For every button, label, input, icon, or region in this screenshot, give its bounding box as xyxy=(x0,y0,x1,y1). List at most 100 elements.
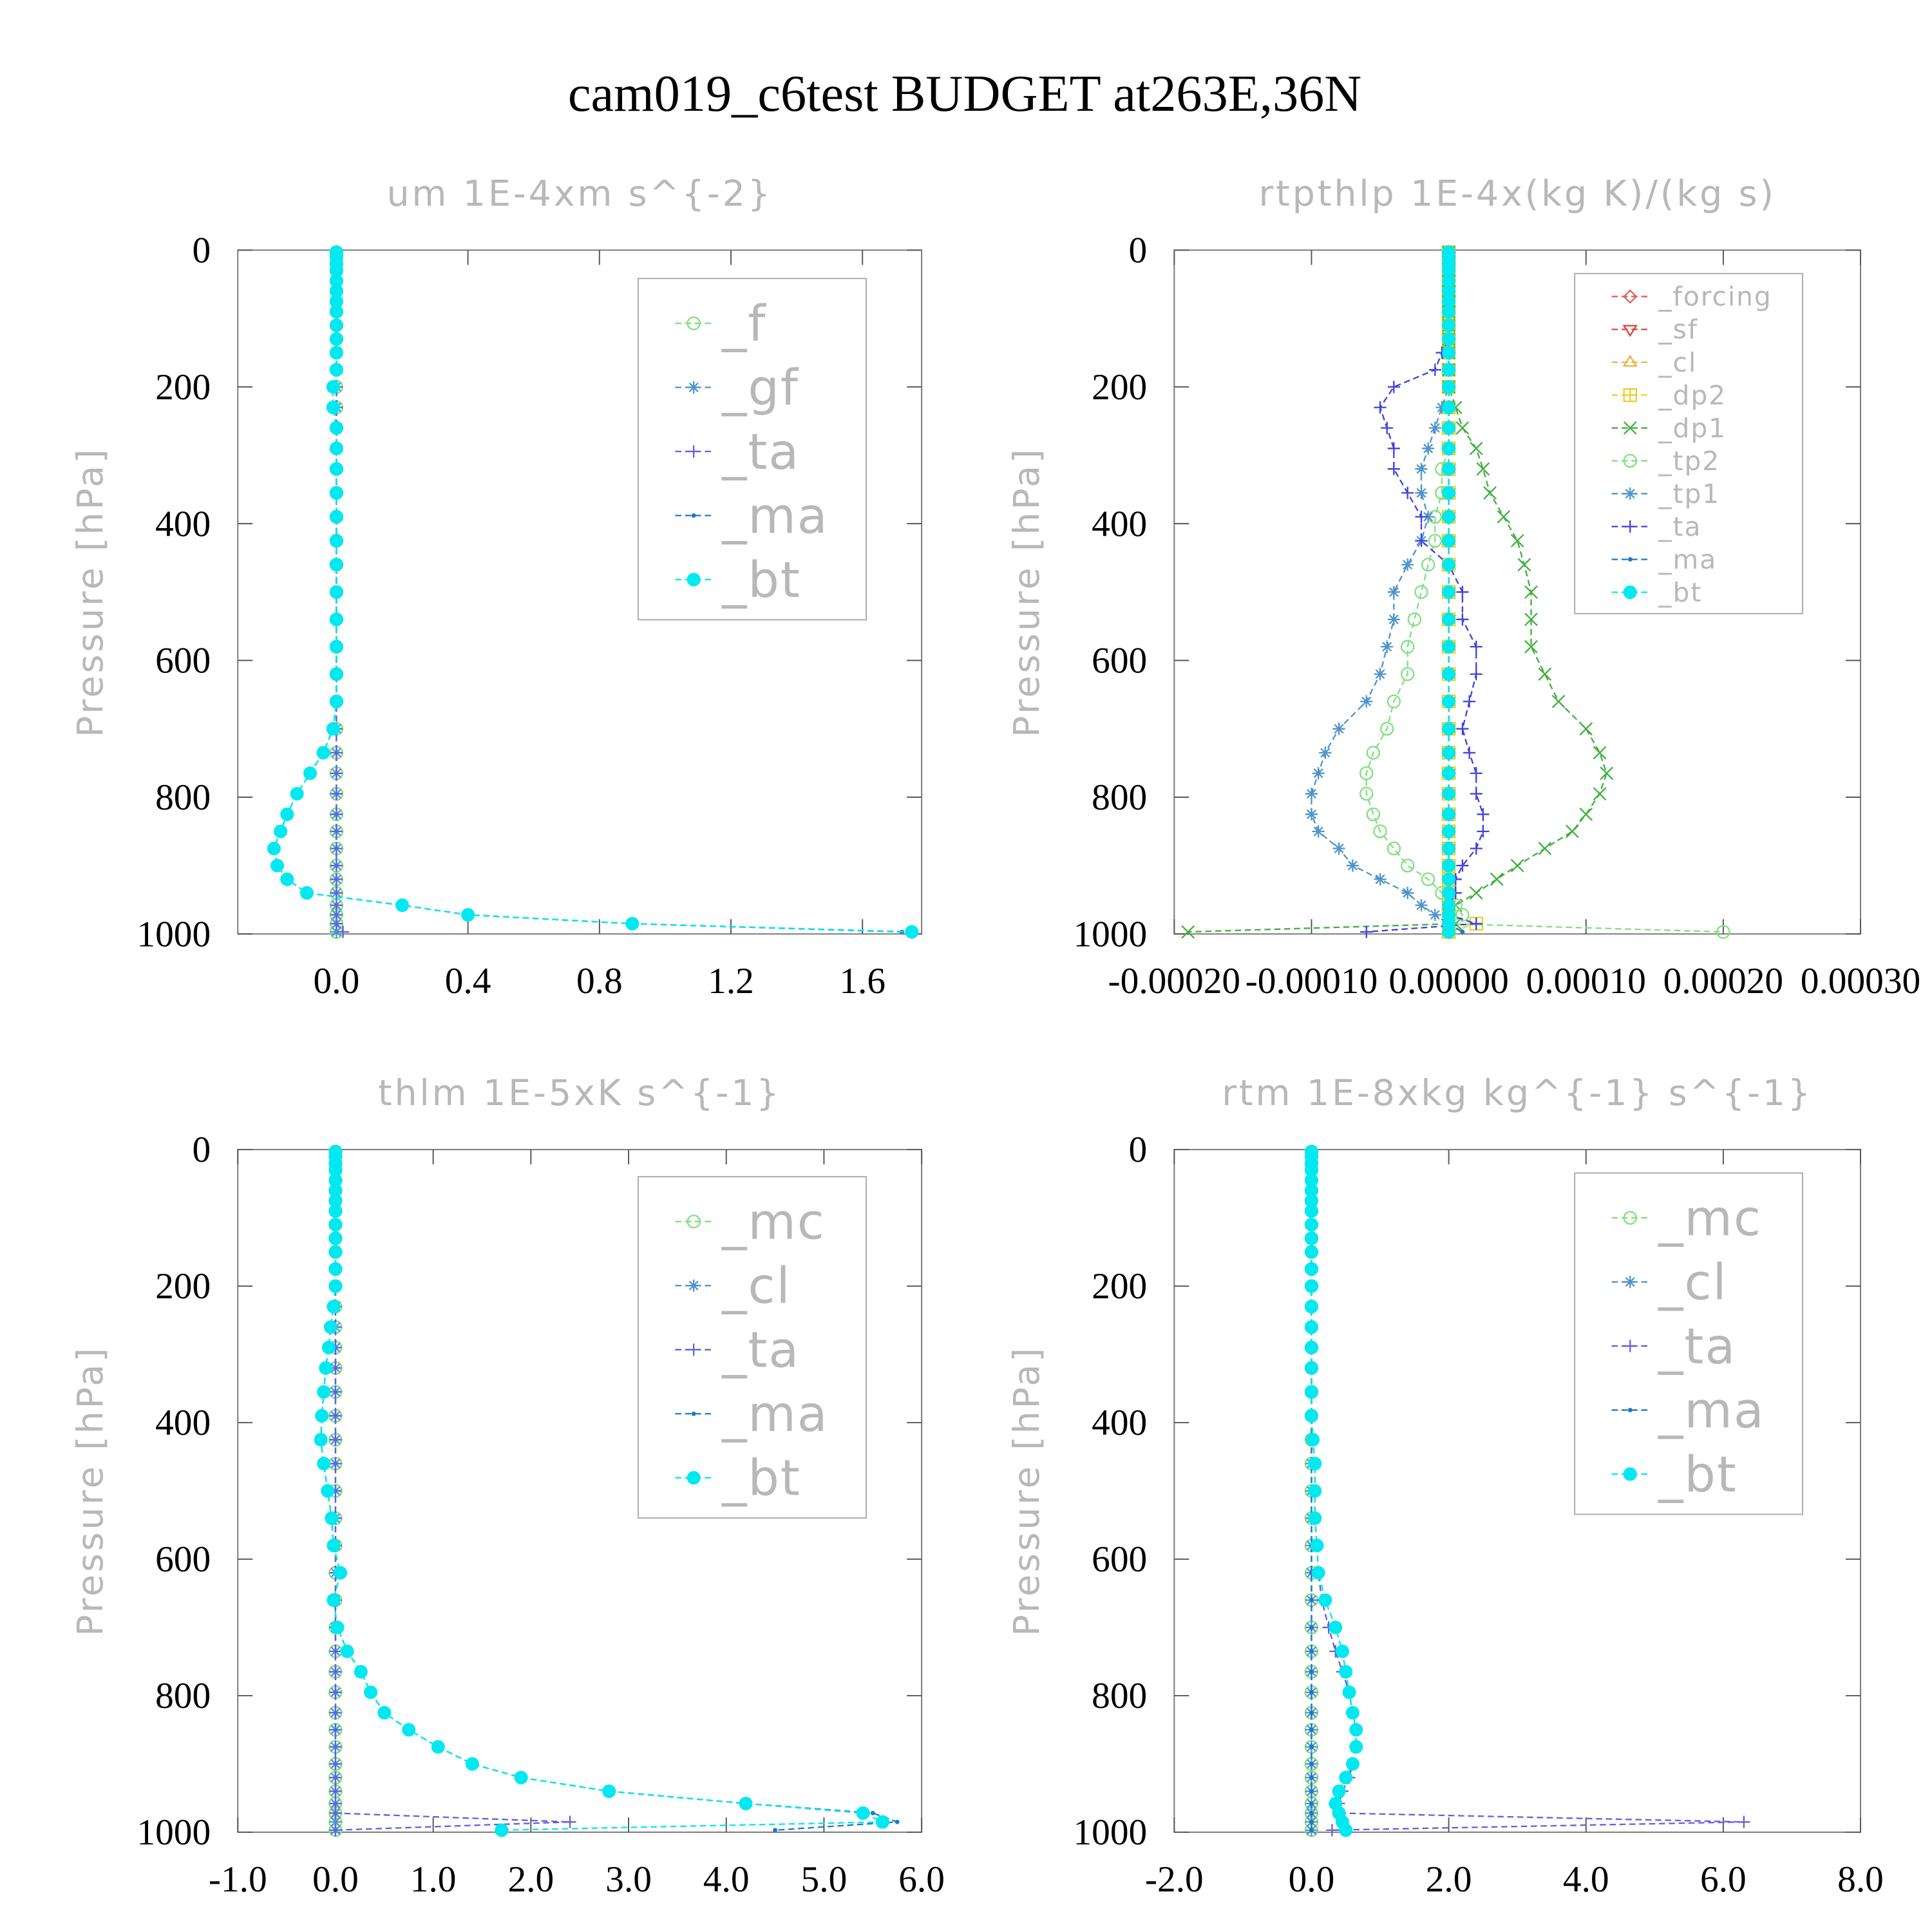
marker xyxy=(1366,807,1381,822)
marker xyxy=(1442,462,1456,476)
legend-label: _cl xyxy=(721,1258,791,1315)
marker xyxy=(1335,1644,1349,1658)
marker xyxy=(1442,534,1456,548)
marker xyxy=(329,421,343,435)
legend-label: _ta xyxy=(1658,511,1701,542)
marker xyxy=(1469,886,1483,900)
y-tick-label: 400 xyxy=(1092,1403,1147,1443)
x-tick-label: 1.2 xyxy=(708,961,754,1001)
panel-title: rtpthlp 1E-4x(kg K)/(kg s) xyxy=(1259,174,1776,215)
marker xyxy=(329,694,343,708)
marker xyxy=(1428,363,1441,376)
marker xyxy=(303,766,317,781)
marker xyxy=(431,1740,445,1754)
marker xyxy=(1387,613,1400,626)
legend-marker xyxy=(687,445,700,458)
marker xyxy=(1349,1723,1363,1737)
marker xyxy=(1373,824,1387,838)
marker xyxy=(1477,808,1490,820)
marker xyxy=(329,612,343,627)
y-tick-label: 0 xyxy=(192,1130,211,1170)
marker xyxy=(290,787,304,801)
marker xyxy=(895,1819,900,1824)
x-tick-label: -1.0 xyxy=(209,1859,267,1900)
marker xyxy=(1304,1408,1319,1423)
marker xyxy=(280,872,294,886)
marker xyxy=(330,1620,345,1634)
legend-label: _ta xyxy=(721,424,800,481)
legend-box xyxy=(1574,272,1804,614)
marker xyxy=(1442,401,1456,415)
marker xyxy=(1524,612,1538,627)
marker xyxy=(1442,363,1456,377)
marker xyxy=(329,1706,342,1719)
marker xyxy=(329,1757,342,1770)
marker xyxy=(1456,613,1469,626)
legend-label: _forcing xyxy=(1658,281,1772,312)
plot-frame xyxy=(237,1149,923,1833)
figure-title: cam019_c6test BUDGET at263E,36N xyxy=(568,65,1361,122)
legend-marker xyxy=(687,316,701,330)
marker xyxy=(337,925,350,938)
marker xyxy=(328,1194,343,1208)
y-tick-label: 1000 xyxy=(137,914,211,954)
y-tick-label: 600 xyxy=(155,1539,211,1580)
panel-title: um 1E-4xm s^{-2} xyxy=(386,174,772,215)
marker xyxy=(1463,746,1476,759)
y-tick-label: 1000 xyxy=(1073,1812,1147,1853)
marker xyxy=(1304,1279,1319,1293)
marker xyxy=(1476,462,1490,476)
marker xyxy=(1428,421,1441,435)
y-tick-label: 800 xyxy=(155,1676,211,1716)
marker xyxy=(329,1740,342,1754)
legend-marker xyxy=(1623,1467,1637,1481)
marker xyxy=(1456,585,1469,598)
legend-marker xyxy=(687,573,701,587)
marker xyxy=(1381,640,1394,653)
marker xyxy=(1387,585,1400,598)
x-tick-label: 0.00030 xyxy=(1801,961,1920,1001)
marker xyxy=(1407,612,1422,627)
marker xyxy=(1309,1828,1314,1833)
marker xyxy=(1312,767,1325,780)
marker xyxy=(1304,1218,1319,1232)
marker xyxy=(1442,612,1456,627)
marker xyxy=(1442,318,1456,332)
legend-marker xyxy=(687,1343,700,1356)
marker xyxy=(328,1245,343,1259)
marker xyxy=(1442,694,1456,708)
x-tick-label: 0.00000 xyxy=(1388,961,1508,1001)
marker xyxy=(321,1484,335,1498)
y-tick-label: 800 xyxy=(1092,777,1147,818)
legend-box xyxy=(638,278,867,621)
marker xyxy=(330,917,343,930)
marker xyxy=(1309,1810,1314,1815)
marker xyxy=(1415,486,1428,499)
legend-label: _cl xyxy=(1658,1254,1727,1311)
marker xyxy=(1387,381,1400,393)
marker xyxy=(1308,1457,1322,1471)
marker xyxy=(1442,639,1456,654)
legend-box xyxy=(638,1176,867,1519)
marker xyxy=(329,1785,342,1797)
legend-label: _bt xyxy=(721,552,801,609)
x-tick-label: 6.0 xyxy=(898,1859,945,1900)
marker xyxy=(299,886,314,900)
marker xyxy=(330,825,343,838)
marker xyxy=(1593,787,1607,800)
x-tick-label: -0.00010 xyxy=(1245,961,1378,1001)
marker xyxy=(1442,346,1456,360)
marker xyxy=(1456,859,1469,872)
marker xyxy=(267,841,281,856)
x-tick-label: 0.4 xyxy=(445,961,491,1001)
marker xyxy=(329,1409,342,1423)
marker xyxy=(1442,441,1456,455)
marker xyxy=(1304,1262,1319,1276)
marker xyxy=(317,1385,331,1399)
marker xyxy=(1442,380,1456,394)
marker xyxy=(1310,1539,1324,1553)
marker xyxy=(1387,694,1401,708)
marker xyxy=(1442,722,1456,736)
marker xyxy=(329,318,343,332)
